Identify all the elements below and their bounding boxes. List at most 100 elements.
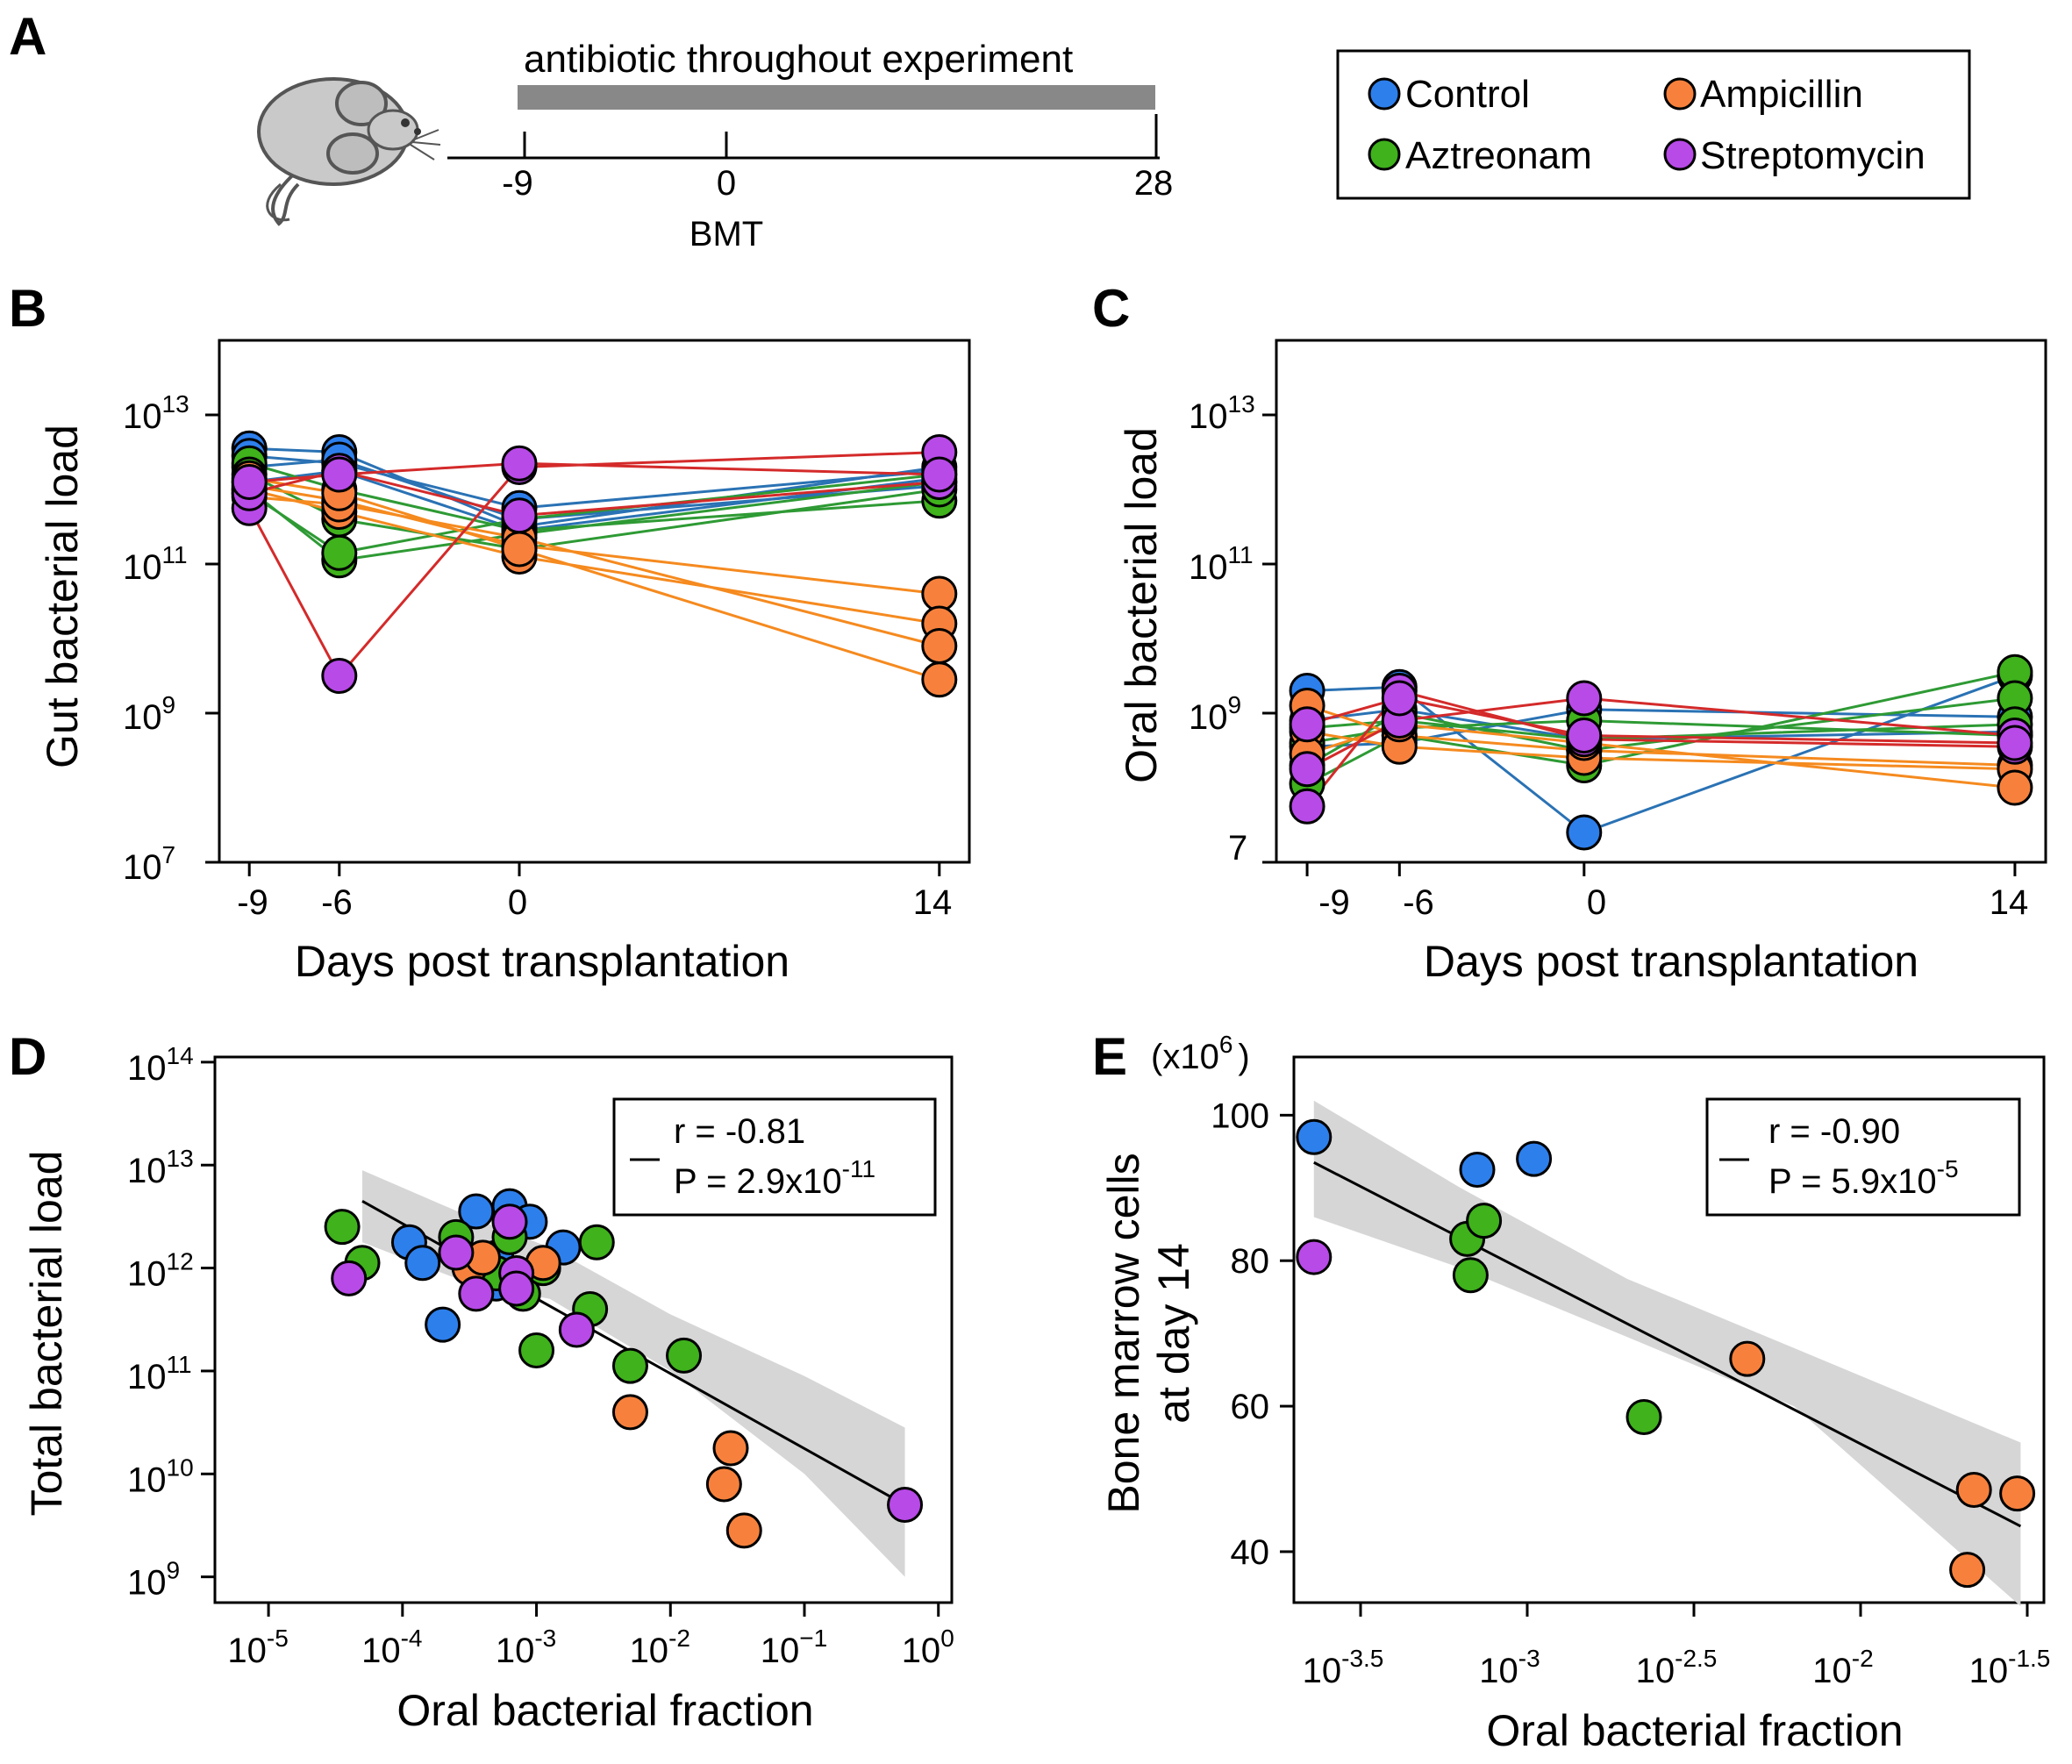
panel-c-xlabel: Days post transplantation [1424,937,1918,986]
panel-d-point-aztreonam [611,1347,648,1384]
b-series-line-control [249,454,940,510]
panel-e-yunit: (x106) [1151,1031,1250,1076]
timeline-tick: -9 [502,164,533,203]
panel-e-ylabel-line1: Bone marrow cells [1099,1153,1148,1513]
panel-c-ytick: 109 [1189,691,1241,737]
panel-e-point-control [1516,1140,1553,1177]
panel-b-ylabel: Gut bacterial load [38,425,87,768]
legend: Control Ampicillin Aztreonam Streptomyci… [1336,49,1971,200]
panel-d-xtick: 100 [902,1625,954,1670]
panel-d-xtick: 10-5 [227,1625,288,1670]
b-point-streptomycin [501,445,538,482]
panel-e-yaxis: 40 60 80 100 [1211,1096,1294,1572]
b-series-line-control [249,458,940,521]
antibiotic-bar [518,85,1155,110]
panel-e-ylabel-line2: at day 14 [1149,1243,1198,1424]
panel-b: Gut bacterial load Days post transplanta… [38,339,971,986]
panel-d-xtick: 10−1 [761,1625,827,1670]
panel-e-xtick: 10-2.5 [1636,1645,1718,1690]
panel-d-ylabel: Total bacterial load [22,1151,71,1517]
b-point-ampicillin [921,661,958,698]
panel-c-ytick: 1011 [1189,541,1254,587]
panel-d-point-aztreonam [518,1332,555,1368]
panel-d-stat-box: r = -0.81 P = 2.9x10-11 [612,1097,937,1217]
panel-e-point-aztreonam [1452,1257,1489,1294]
c-point-streptomycin [1289,706,1325,743]
legend-marker-control [1368,77,1401,111]
panel-d-ytick: 109 [127,1557,180,1603]
legend-label-aztreonam: Aztreonam [1405,134,1592,177]
panel-e-xlabel: Oral bacterial fraction [1486,1706,1903,1755]
panel-b-ytick: 109 [123,691,175,737]
b-series-line-ampicillin [248,484,940,596]
panel-e-xtick: 10-3 [1479,1645,1540,1690]
c-point-streptomycin [1289,788,1325,825]
panel-d-ytick: 1010 [127,1453,194,1499]
panel-e-ytick: 100 [1211,1096,1269,1135]
panel-e-point-aztreonam [1625,1399,1662,1436]
panel-e-point-streptomycin [1296,1239,1333,1275]
panel-e-stat-r: r = -0.90 [1768,1112,1900,1151]
b-point-aztreonam [321,534,358,571]
panel-d-xtick: 10-4 [361,1625,422,1670]
c-series-line-streptomycin [1306,696,2016,771]
panel-e-ytick: 40 [1231,1533,1270,1572]
panel-d-xtick: 10-3 [496,1625,556,1670]
timeline-tick: 0 [717,164,736,203]
legend-label-control: Control [1405,73,1530,116]
legend-label-ampicillin: Ampicillin [1700,73,1863,116]
panel-c-ytick: 1013 [1189,390,1255,436]
panel-c-frame [1275,339,2047,864]
panel-e-xtick: 10-2 [1812,1645,1873,1690]
panel-e-xtick: 10-1.5 [1969,1645,2051,1690]
c-series-line-aztreonam [1306,670,2016,786]
panel-label-a: A [9,7,46,66]
c-series-line-ampicillin [1306,723,2016,789]
c-series-line-control [1307,675,2016,834]
panel-e-xaxis: 10-3.5 10-3 10-2.5 10-2 10-1.5 [1303,1603,2051,1690]
c-point-ampicillin [1997,769,2033,806]
panel-b-xtick: 0 [508,883,527,922]
panel-e-xtick: 10-3.5 [1303,1645,1384,1690]
mouse-icon [257,77,441,226]
panel-d-stat-r: r = -0.81 [674,1112,805,1151]
panel-d-point-streptomycin [558,1311,595,1348]
b-point-streptomycin [321,456,358,493]
panel-c: Oral bacterial load Days post transplant… [1117,339,2047,986]
b-series-line-aztreonam [248,481,940,562]
panel-d-point-streptomycin [438,1234,475,1271]
c-point-streptomycin [1289,751,1325,788]
panel-b-xtick: 14 [913,883,953,922]
panel-label-d: D [9,1027,46,1086]
panel-e-fit-line [1313,1161,2022,1528]
panel-b-ytick: 1011 [123,541,188,587]
b-series-line-aztreonam [248,461,940,532]
legend-marker-streptomycin [1663,138,1697,171]
legend-label-streptomycin: Streptomycin [1700,134,1926,177]
panel-d-point-aztreonam [324,1209,361,1246]
c-series-line-aztreonam [1306,718,2015,745]
panel-b-xaxis: -9 -6 0 14 [237,883,952,922]
panel-e-point-ampicillin [1955,1471,1992,1508]
panel-c-ytick: 7 [1228,829,1247,868]
b-point-streptomycin [501,497,538,534]
panel-d-stat-p: P = 2.9x10-11 [674,1155,875,1201]
panel-b-ytick: 1013 [123,390,189,436]
b-point-ampicillin [501,531,538,568]
panel-b-xlabel: Days post transplantation [295,937,790,986]
panel-d-ytick: 1011 [127,1351,192,1396]
panel-d-xaxis: 10-5 10-4 10-3 10-2 10−1 100 [227,1603,954,1670]
panel-d-point-aztreonam [666,1337,703,1374]
b-series-line-streptomycin [247,451,940,679]
panel-e: Bone marrow cells at day 14 (x106) Oral … [1099,1031,2050,1755]
panel-d: Total bacterial load Oral bacterial frac… [22,1042,954,1735]
panel-d-ytick: 1013 [127,1145,194,1190]
panel-c-xtick: 14 [1990,883,2029,922]
panel-d-xtick: 10-2 [630,1625,690,1670]
c-point-streptomycin [1997,725,2033,761]
panel-c-xaxis: -9 -6 0 14 [1318,883,2028,922]
panel-b-frame [218,339,971,864]
panel-c-xtick: -6 [1403,883,1434,922]
b-point-streptomycin [231,464,268,500]
